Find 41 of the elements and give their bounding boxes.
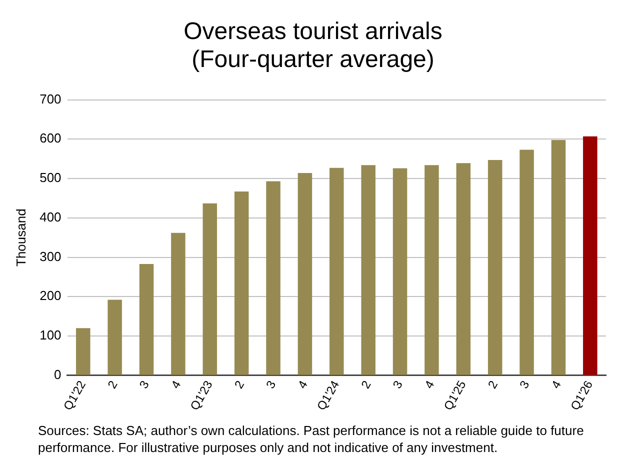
chart-title: Overseas tourist arrivals — [182, 18, 444, 46]
x-tick-label: 2 — [485, 378, 501, 391]
bar — [298, 173, 312, 375]
bar — [108, 300, 122, 375]
x-tick-label: 3 — [516, 378, 532, 391]
x-tick-label: 4 — [294, 378, 311, 391]
bar — [139, 264, 154, 375]
bar — [551, 140, 566, 375]
bar — [76, 328, 90, 375]
chart-subtitle: (Four-quarter average) — [190, 46, 436, 74]
y-tick-label: 0 — [54, 366, 62, 382]
x-tick-label: 4 — [168, 378, 184, 391]
x-tick-label: 3 — [263, 378, 279, 391]
y-tick-label: 400 — [40, 209, 62, 224]
bar — [456, 163, 471, 375]
bar — [234, 192, 249, 375]
bar — [171, 232, 186, 375]
x-tick-label: 2 — [358, 378, 374, 391]
y-tick-label: 200 — [40, 288, 62, 304]
y-axis-title: Thousand — [13, 208, 28, 267]
bar — [202, 203, 218, 375]
y-tick-label: 500 — [40, 170, 62, 186]
source-note: Sources: Stats SA; author’s own calculations. Past performance is not a reliable guide to future performance. For illustrative purposes only and not indicative of any investment. — [38, 422, 585, 456]
bar — [361, 165, 376, 375]
bar — [392, 168, 408, 375]
y-tick-label: 100 — [40, 328, 62, 343]
y-tick-label: 300 — [40, 248, 62, 264]
bar — [488, 160, 502, 375]
bar — [583, 136, 598, 375]
x-tick-label: 3 — [136, 378, 152, 391]
bar — [424, 165, 439, 375]
bar — [330, 168, 344, 375]
x-tick-label: 4 — [422, 378, 438, 391]
x-tick-label: 2 — [232, 378, 248, 391]
x-tick-label: 2 — [104, 378, 120, 391]
y-tick-label: 600 — [40, 130, 62, 146]
y-tick-label: 700 — [40, 91, 62, 106]
bar — [520, 150, 534, 375]
x-tick-label: 3 — [390, 378, 406, 391]
x-tick-label: 4 — [548, 378, 564, 391]
bar — [266, 181, 280, 375]
